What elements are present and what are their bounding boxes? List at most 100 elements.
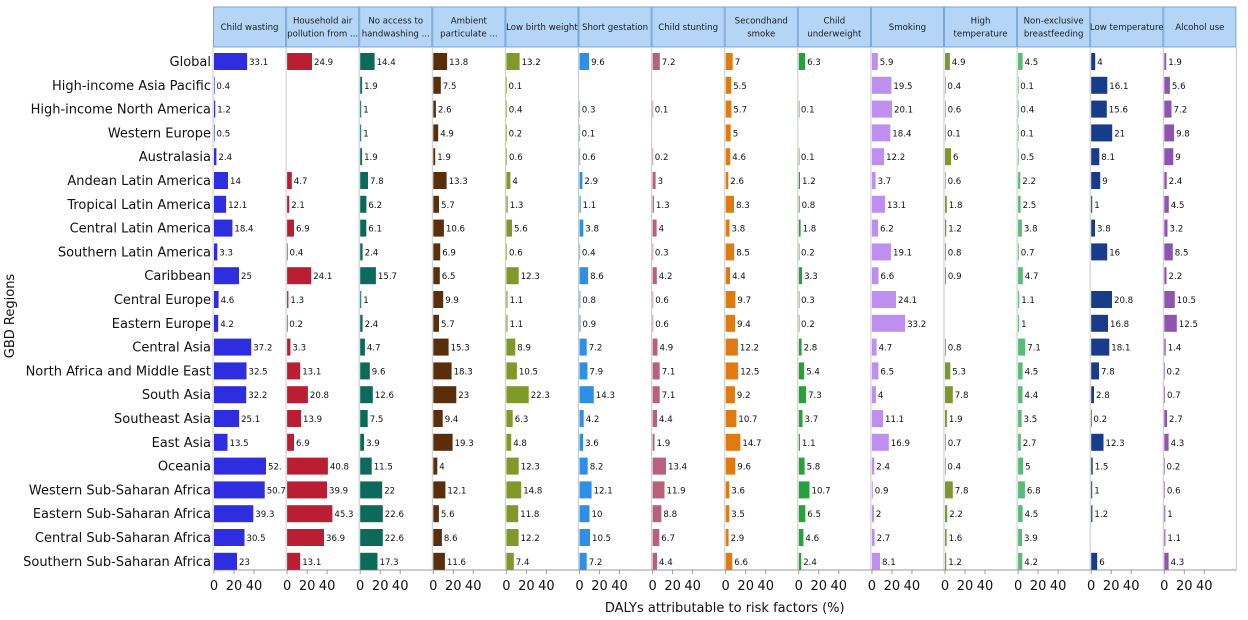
value-label: 3 (658, 177, 663, 187)
bar (725, 76, 732, 94)
bar (1091, 362, 1099, 380)
bar (433, 53, 448, 70)
value-label: 13.9 (303, 415, 322, 425)
value-label: 15.6 (1109, 106, 1128, 116)
bar (433, 76, 441, 94)
x-tick-label: 20 (299, 579, 316, 594)
value-label: 4.2 (1024, 558, 1038, 568)
panel-header-1 (286, 6, 360, 48)
bar (360, 433, 365, 451)
x-tick-label: 40 (684, 579, 701, 594)
bar (652, 219, 657, 237)
bar (433, 529, 442, 546)
x-tick-label: 40 (757, 579, 774, 594)
x-tick-label: 0 (283, 579, 291, 594)
value-label: 4.4 (659, 415, 673, 425)
bar (579, 529, 590, 546)
bar (798, 386, 807, 404)
bar (945, 243, 946, 261)
bar (579, 505, 590, 523)
value-label: 4.4 (1025, 391, 1039, 401)
value-label: 1.9 (657, 439, 671, 449)
value-label: 8.2 (590, 463, 604, 473)
bar (725, 53, 733, 70)
bar (945, 338, 946, 356)
value-label: 4.2 (220, 320, 234, 330)
value-label: 4 (1097, 58, 1102, 68)
value-label: 12.5 (740, 367, 759, 377)
value-label: 40.8 (330, 463, 349, 473)
bar (871, 124, 891, 142)
x-tick-label: 0 (210, 579, 218, 594)
category-label: Central Europe (114, 293, 211, 308)
bar (360, 172, 368, 189)
bar (506, 457, 519, 475)
bar (798, 552, 802, 570)
bar (1164, 552, 1169, 570)
bar (506, 552, 514, 570)
bar (1091, 243, 1108, 261)
bar (1018, 76, 1019, 94)
value-label: 4.5 (1025, 367, 1039, 377)
bar (214, 433, 228, 451)
bar (506, 76, 507, 94)
bar (1164, 362, 1165, 380)
value-label: 0.4 (509, 106, 523, 116)
panel-header-label: temperature (954, 30, 1008, 40)
panel-header-3 (432, 6, 506, 48)
bar (433, 100, 436, 118)
bar (871, 76, 892, 94)
bar (725, 433, 741, 451)
value-label: 2.8 (1096, 391, 1110, 401)
x-tick-label: 20 (1030, 579, 1047, 594)
bar (433, 552, 445, 570)
bar (652, 314, 654, 332)
bar (433, 338, 449, 356)
bar (1091, 505, 1093, 523)
bar (652, 505, 662, 523)
x-tick-label: 0 (575, 579, 583, 594)
bar (579, 148, 581, 166)
value-label: 16.9 (891, 439, 910, 449)
bar (360, 410, 368, 427)
value-label: 1 (363, 106, 368, 116)
bar (725, 505, 730, 523)
value-label: 4.9 (952, 58, 966, 68)
value-label: 9.9 (445, 296, 459, 306)
value-label: 11.9 (667, 486, 686, 496)
value-label: 4.6 (732, 153, 746, 163)
value-label: 0.7 (948, 439, 962, 449)
value-label: 0.1 (655, 106, 669, 116)
bar (725, 195, 734, 213)
value-label: 1.1 (583, 201, 597, 211)
bar (360, 552, 378, 570)
value-label: 13.2 (522, 58, 541, 68)
bar (725, 243, 735, 261)
bar (433, 219, 444, 237)
panel-header-label: pollution from ... (287, 30, 358, 40)
value-label: 1.1 (1021, 296, 1035, 306)
x-axis-title: DALYs attributable to risk factors (%) (605, 601, 845, 616)
x-tick-label: 20 (518, 579, 535, 594)
bar (1018, 529, 1022, 546)
panel-header-9 (870, 6, 945, 48)
category-label: Central Latin America (70, 222, 211, 237)
panel-header-label: smoke (747, 30, 775, 40)
value-label: 1.9 (364, 82, 378, 92)
bar (652, 243, 654, 261)
category-label: Eastern Europe (112, 317, 211, 332)
x-tick-label: 40 (319, 579, 336, 594)
bar (214, 481, 265, 499)
value-label: 18.1 (1111, 344, 1130, 354)
bar (1164, 314, 1177, 332)
bar (1091, 195, 1093, 213)
bar (798, 314, 800, 332)
bar (433, 481, 446, 499)
panel-header-label: Alcohol use (1175, 23, 1224, 33)
bar (214, 148, 217, 166)
value-label: 13.4 (668, 463, 687, 473)
value-label: 16.1 (1109, 82, 1128, 92)
bar (433, 148, 436, 166)
value-label: 2.9 (584, 177, 598, 187)
panel-header-label: breastfeeding (1024, 30, 1084, 40)
